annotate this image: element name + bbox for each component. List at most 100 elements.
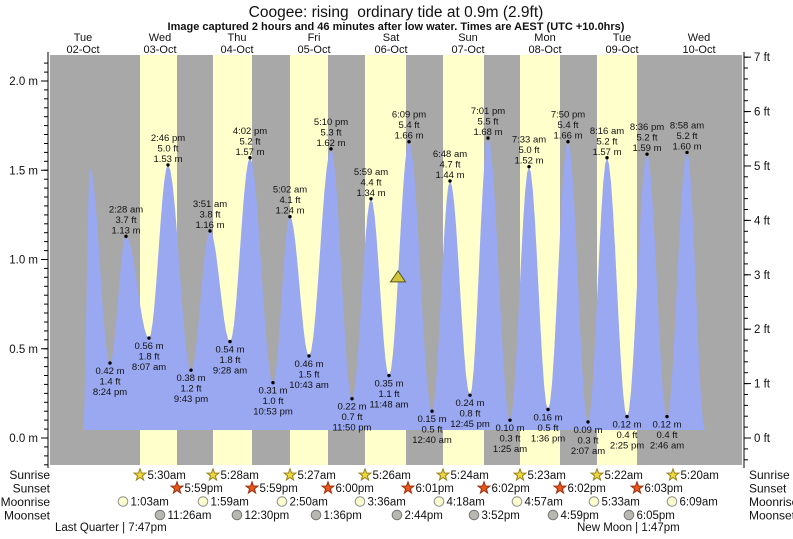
day-name-label: Sat bbox=[383, 32, 400, 44]
day-date-label: 09-Oct bbox=[605, 44, 638, 56]
low-tide-label-line: 12:40 am bbox=[412, 435, 452, 446]
moonset-circle-icon bbox=[468, 509, 480, 521]
day-name-label: Wed bbox=[688, 32, 710, 44]
high-tide-label-line: 5.5 ft bbox=[477, 117, 498, 128]
sunset-star-icon bbox=[244, 480, 260, 495]
day-name-label: Thu bbox=[228, 32, 247, 44]
day-date-label: 03-Oct bbox=[143, 44, 176, 56]
moonrise-time: 3:36am bbox=[368, 497, 406, 509]
day-name-label: Sun bbox=[458, 32, 478, 44]
moonset-time: 4:59pm bbox=[561, 510, 599, 522]
high-tide-label-line: 1.13 m bbox=[111, 225, 140, 236]
sunrise-time: 5:28am bbox=[221, 470, 259, 482]
sunrise-star-icon bbox=[357, 467, 373, 482]
high-tide-label-line: 8:58 am bbox=[670, 120, 704, 131]
low-tide-label-line: 12:45 pm bbox=[450, 419, 490, 430]
moonset-time: 11:26am bbox=[168, 510, 212, 522]
sunset-time: 5:59pm bbox=[260, 483, 298, 495]
page-subtitle: Image captured 2 hours and 46 minutes af… bbox=[168, 21, 625, 33]
tide-point-dot bbox=[248, 156, 252, 160]
sunset-star-icon bbox=[552, 480, 568, 495]
tide-point-dot bbox=[546, 407, 550, 412]
right-axis-label: 3 ft bbox=[754, 270, 771, 282]
right-axis-label: 2 ft bbox=[754, 324, 771, 336]
sunrise-star-icon bbox=[665, 467, 681, 482]
high-tide-label-line: 1.66 m bbox=[553, 131, 582, 142]
left-axis-label: 1.0 m bbox=[9, 255, 38, 267]
high-tide-label-line: 1.57 m bbox=[592, 147, 621, 158]
moonrise-circle-icon bbox=[588, 496, 600, 507]
high-tide-label-line: 5.3 ft bbox=[320, 127, 341, 138]
day-name-label: Wed bbox=[149, 32, 171, 44]
moonset-time: 3:52pm bbox=[482, 510, 520, 522]
tide-point-dot bbox=[350, 397, 354, 401]
high-tide-label-line: 7:01 pm bbox=[471, 106, 505, 117]
moonrise-time: 5:33am bbox=[602, 497, 640, 509]
day-date-label: 06-Oct bbox=[374, 44, 407, 56]
moonset-circle-icon bbox=[391, 509, 403, 521]
sunset-star-icon bbox=[169, 480, 185, 495]
high-tide-label-line: 1.57 m bbox=[235, 147, 264, 158]
sunset-row-label-right: Sunset bbox=[749, 482, 787, 496]
tide-point-dot bbox=[288, 214, 292, 219]
sunset-star-icon bbox=[629, 480, 645, 495]
tide-point-dot bbox=[329, 147, 333, 151]
low-tide-label-line: 1.2 ft bbox=[180, 384, 201, 395]
sunrise-time: 5:20am bbox=[681, 470, 719, 482]
tide-point-dot bbox=[527, 164, 531, 169]
low-tide-label-line: 11:50 pm bbox=[333, 423, 372, 434]
tide-event-labels: 0.42 m1.4 ft8:24 pm 2:28 am3.7 ft1.13 m 0.… bbox=[93, 106, 704, 457]
day-date-label: 08-Oct bbox=[528, 44, 561, 56]
low-tide-label-line: 0.54 m bbox=[215, 345, 244, 356]
low-tide-label-line: 0.16 m bbox=[533, 412, 562, 423]
right-axis-label: 5 ft bbox=[754, 161, 771, 173]
date-labels: Tue02-OctWed03-OctThu04-OctFri05-OctSat0… bbox=[66, 32, 715, 56]
tide-water-area bbox=[83, 138, 705, 430]
right-axis-label: 6 ft bbox=[754, 107, 771, 119]
tide-point-dot bbox=[605, 156, 609, 160]
high-tide-label-line: 1.68 m bbox=[473, 127, 502, 138]
day-name-label: Mon bbox=[534, 32, 555, 44]
moonset-circle-icon bbox=[623, 509, 635, 521]
high-tide-label-line: 5.0 ft bbox=[518, 145, 539, 156]
high-tide-label-line: 4.4 ft bbox=[360, 177, 381, 188]
current-tide-marker bbox=[389, 269, 407, 283]
low-tide-label-line: 0.35 m bbox=[374, 379, 403, 390]
high-tide-label-line: 1.34 m bbox=[356, 188, 385, 199]
high-tide-label-line: 6:09 pm bbox=[392, 110, 426, 121]
high-tide-label-line: 4:02 pm bbox=[233, 126, 267, 137]
low-tide-label-line: 0.4 ft bbox=[656, 430, 677, 441]
low-tide-label-line: 1.1 ft bbox=[378, 389, 399, 400]
low-tide-label-line: 0.42 m bbox=[95, 366, 124, 377]
sunset-time: 6:00pm bbox=[336, 483, 374, 495]
high-tide-label-line: 6:48 am bbox=[433, 149, 467, 160]
high-tide-label-line: 1.16 m bbox=[195, 220, 224, 231]
moonset-time: 1:36pm bbox=[324, 510, 362, 522]
high-tide-label-line: 2:46 pm bbox=[151, 133, 185, 144]
moonrise-time: 4:18am bbox=[447, 497, 485, 509]
high-tide-label-line: 8:16 am bbox=[590, 126, 624, 137]
high-tide-label-line: 5.0 ft bbox=[157, 143, 178, 154]
low-tide-label-line: 0.12 m bbox=[652, 420, 681, 431]
sunset-time: 6:03pm bbox=[645, 483, 683, 495]
day-name-label: Fri bbox=[308, 32, 321, 44]
tide-point-dot bbox=[166, 163, 170, 167]
high-tide-label-line: 5.4 ft bbox=[557, 120, 578, 131]
moonrise-circle-icon bbox=[433, 496, 445, 507]
high-tide-label-line: 3.7 ft bbox=[115, 215, 136, 226]
tide-point-dot bbox=[468, 393, 472, 397]
sunrise-time: 5:27am bbox=[298, 470, 336, 482]
sunset-time: 6:01pm bbox=[416, 483, 454, 495]
tide-point-dot bbox=[407, 139, 411, 144]
low-tide-label-line: 0.3 ft bbox=[577, 435, 598, 446]
sunrise-row-label-left: Sunrise bbox=[9, 468, 50, 482]
low-tide-label-line: 1:25 am bbox=[493, 444, 527, 455]
moonrise-time: 1:59am bbox=[211, 497, 249, 509]
tide-point-dot bbox=[508, 418, 512, 422]
low-tide-label-line: 1:36 pm bbox=[531, 433, 565, 444]
left-axis-label: 1.5 m bbox=[9, 165, 38, 177]
low-tide-label-line: 10:53 pm bbox=[253, 407, 293, 418]
tide-point-dot bbox=[108, 361, 112, 365]
low-tide-label-line: 0.3 ft bbox=[499, 434, 520, 445]
